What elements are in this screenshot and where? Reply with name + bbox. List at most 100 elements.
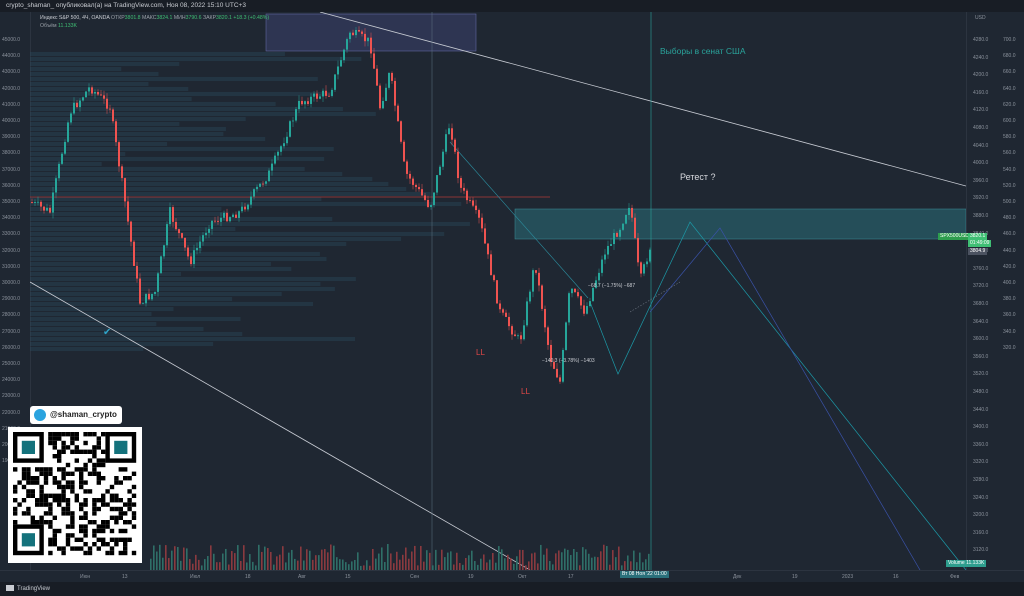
measure-label-1[interactable]: −140.3 (−3.78%) −1403 (542, 358, 595, 364)
qr-module (118, 537, 123, 542)
qr-module (96, 506, 101, 512)
volume-profile-row (30, 217, 333, 221)
candle-body (271, 163, 273, 171)
qr-module (96, 528, 101, 534)
volume-profile-row (30, 292, 282, 296)
qr-module (123, 537, 128, 542)
tradingview-logo[interactable]: TradingView (6, 582, 50, 596)
volume-bar (246, 562, 248, 570)
qr-module (52, 432, 57, 437)
candle-body (163, 245, 165, 257)
qr-module (21, 467, 27, 472)
right-axis-tick: 3960.0 (973, 177, 989, 184)
volume-profile-row (30, 232, 445, 236)
qr-module (35, 520, 40, 525)
qr-module (52, 537, 57, 542)
candle-body (280, 146, 282, 152)
annotation-elections[interactable]: Выборы в сенат США (660, 46, 746, 56)
qr-module (131, 515, 137, 520)
qr-module (92, 498, 97, 503)
volume-profile-row (30, 297, 233, 301)
tradingview-logo-icon (6, 585, 14, 592)
volume-profile-row (30, 142, 168, 146)
volume-bar (297, 560, 299, 570)
right-axis-secondary-tick: 480.0 (1003, 215, 1016, 222)
volume-bar (291, 549, 293, 570)
qr-module (101, 462, 106, 468)
candle-body (241, 206, 243, 212)
left-axis-tick: 43000.0 (2, 69, 21, 76)
volume-bar (456, 552, 458, 570)
annotation-retest[interactable]: Ретест ? (680, 172, 716, 182)
qr-module (79, 528, 84, 534)
volume-bar (252, 561, 254, 570)
close-value: 3820.1 (216, 15, 232, 21)
volume-bar (258, 544, 260, 570)
left-axis-tick: 44000.0 (2, 53, 21, 60)
qr-module (39, 502, 44, 507)
qr-module (52, 498, 57, 503)
qr-module (96, 524, 101, 529)
chart-plot-area[interactable] (30, 12, 966, 570)
qr-module (52, 436, 57, 441)
volume-badge: Volume 11.133K (946, 560, 987, 567)
projection-zigzag (589, 221, 966, 570)
low-value: 3790.6 (185, 15, 202, 21)
qr-module (35, 480, 40, 485)
volume-bar (219, 562, 221, 570)
qr-module (21, 511, 27, 516)
annotation-ll-2[interactable]: LL (521, 387, 530, 396)
time-axis[interactable]: Июн 13 Июл 18 Авг 15 Сен 19 Окт 17 Дек 19 2023 16 Фев (0, 570, 1024, 583)
candle-body (631, 207, 633, 218)
volume-profile-row (30, 282, 321, 286)
qr-module (109, 537, 115, 542)
volume-profile-row (30, 247, 203, 251)
candle-body (31, 202, 33, 203)
qr-module (92, 454, 97, 459)
telegram-badge[interactable]: @shaman_crypto (30, 406, 122, 424)
volume-bar (312, 559, 314, 570)
qr-module (92, 533, 97, 538)
candle-body (583, 305, 585, 314)
qr-module (61, 440, 66, 446)
volume-profile-row (30, 187, 407, 191)
qr-module (43, 493, 49, 498)
qr-module (101, 449, 106, 454)
volume-profile-row (30, 167, 305, 171)
annotation-ll-1[interactable]: LL (476, 348, 485, 357)
volume-bar (324, 549, 326, 570)
volume-bar (507, 554, 509, 570)
measure-label-2[interactable]: −68.7 (−1.75%) −687 (588, 283, 636, 289)
volume-bar (591, 557, 593, 570)
candle-body (604, 254, 606, 260)
candle-body (592, 287, 594, 302)
volume-bar (570, 555, 572, 570)
qr-module (39, 489, 44, 494)
qr-module (114, 506, 119, 512)
qr-module (83, 489, 88, 494)
qr-module (74, 498, 79, 503)
time-axis-tick: Окт (518, 574, 527, 580)
volume-bar (600, 551, 602, 570)
candle-body (292, 120, 294, 122)
qr-module (57, 467, 62, 472)
qr-module (123, 550, 128, 556)
volume-bar (483, 554, 485, 570)
symbol-name[interactable]: Индекс S&P 500, 4Ч, OANDA (40, 15, 110, 21)
time-axis-tick: 19 (792, 574, 798, 580)
candle-body (346, 39, 348, 50)
qr-module (118, 506, 123, 512)
volume-profile-row (30, 207, 222, 211)
time-axis-tick: Июн (80, 574, 91, 580)
candle-body (418, 187, 420, 190)
candle-body (268, 170, 270, 182)
candle-body (100, 94, 102, 96)
right-price-axis[interactable]: USD 4280.0 4240.0 4200.0 4160.0 4120.0 4080.0… (966, 12, 1024, 570)
qr-module (92, 462, 97, 468)
candle-body (571, 288, 573, 294)
qr-module (61, 550, 66, 556)
candle-body (142, 303, 144, 305)
right-axis-tick: 4240.0 (973, 54, 989, 61)
qr-module (43, 520, 49, 525)
volume-bar (378, 553, 380, 570)
